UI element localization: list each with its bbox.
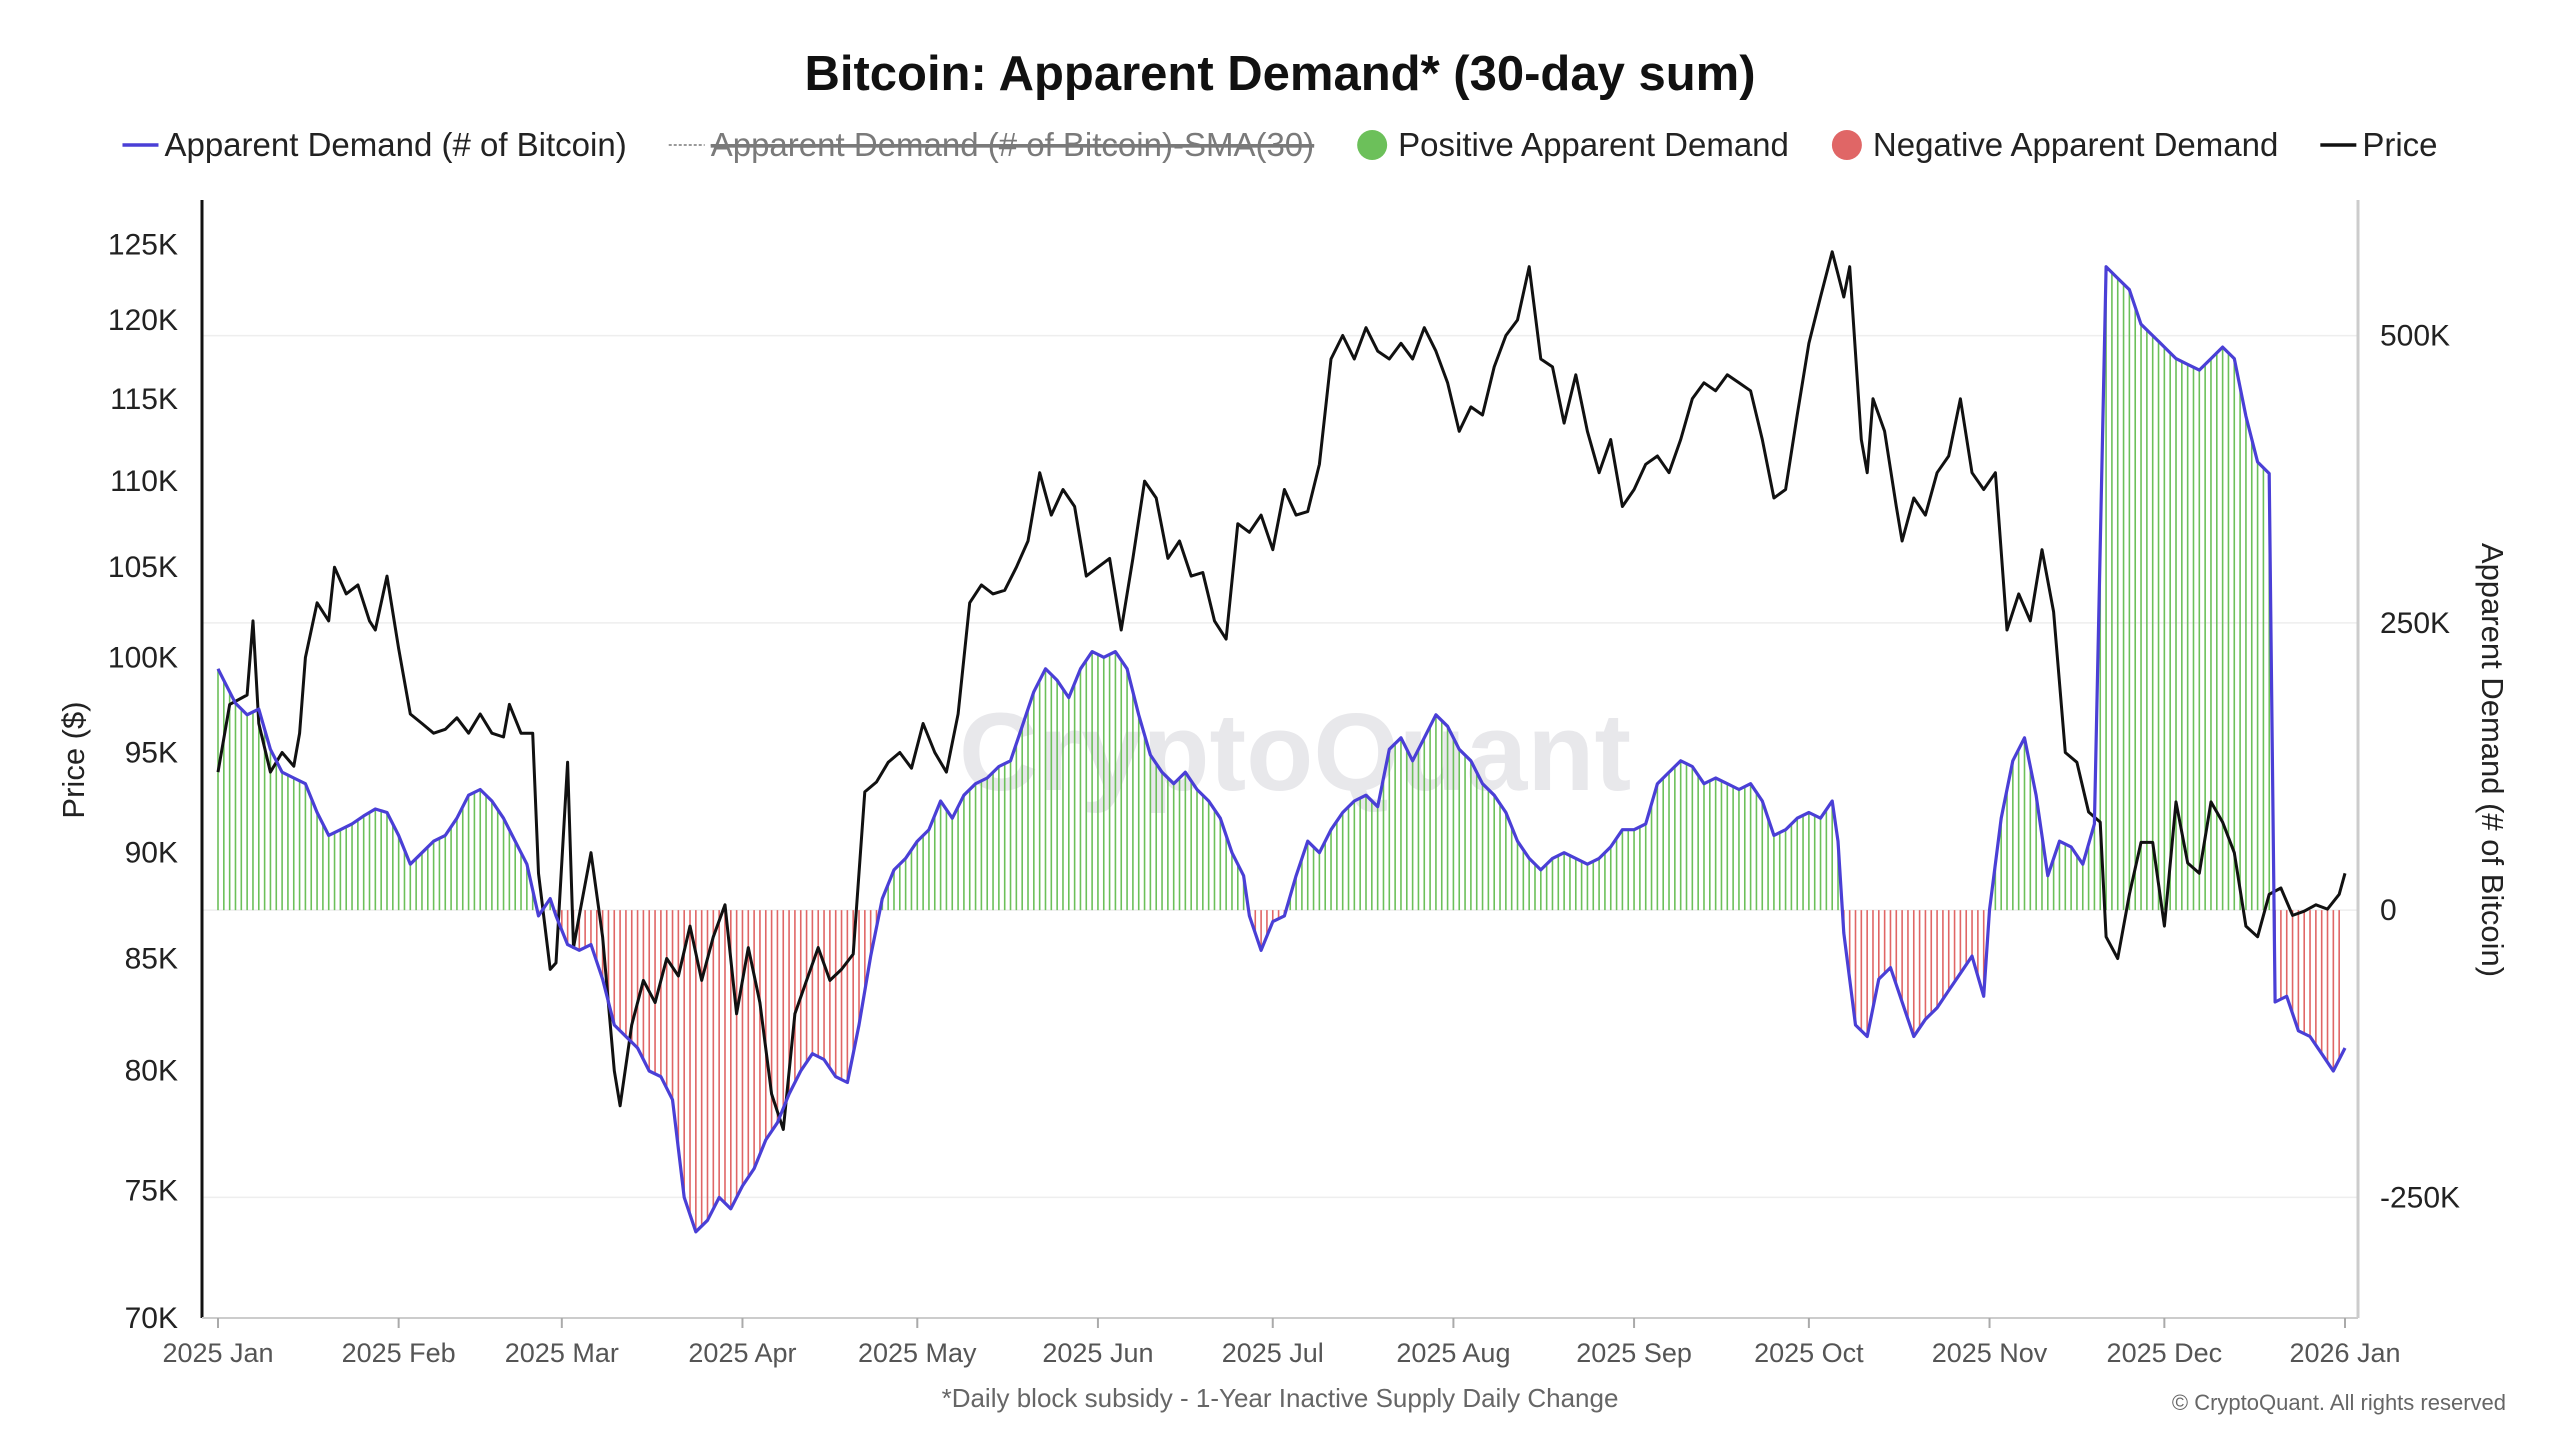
x-tick-label: 2025 May <box>858 1338 977 1368</box>
y-left-tick-label: 90K <box>125 837 178 870</box>
copyright: © CryptoQuant. All rights reserved <box>2172 1390 2506 1415</box>
x-tick-label: 2025 Jul <box>1222 1338 1324 1368</box>
legend-label: Apparent Demand (# of Bitcoin) <box>164 126 626 163</box>
demand-bars <box>217 266 2340 1232</box>
legend-label: Positive Apparent Demand <box>1398 126 1789 163</box>
chart-title: Bitcoin: Apparent Demand* (30-day sum) <box>804 47 1755 101</box>
y-left-tick-label: 125K <box>108 228 178 261</box>
x-tick-label: 2025 Dec <box>2107 1338 2223 1368</box>
x-tick-label: 2025 Nov <box>1932 1338 2048 1368</box>
legend-item[interactable]: Apparent Demand (# of Bitcoin)-SMA(30) <box>668 126 1315 163</box>
y-right-tick-label: -250K <box>2380 1181 2460 1214</box>
y-left-tick-label: 115K <box>110 383 178 416</box>
x-tick-label: 2025 Sep <box>1576 1338 1692 1368</box>
y-left-tick-label: 110K <box>110 465 178 498</box>
y-left-tick-label: 80K <box>125 1055 178 1088</box>
y-right-tick-label: 250K <box>2380 607 2450 640</box>
x-tick-label: 2025 Aug <box>1396 1338 1510 1368</box>
y-left-tick-label: 75K <box>125 1174 178 1207</box>
x-tick-label: 2025 Mar <box>505 1338 619 1368</box>
y-left-tick-label: 100K <box>108 642 178 675</box>
x-tick-label: 2025 Jan <box>162 1338 273 1368</box>
y-right-tick-label: 500K <box>2380 320 2450 353</box>
y-left-tick-label: 85K <box>125 942 178 975</box>
legend-dot-icon <box>1831 130 1862 160</box>
x-tick-label: 2025 Feb <box>342 1338 456 1368</box>
y-left-tick-label: 95K <box>125 737 178 770</box>
y-left-axis-label: Price ($) <box>56 701 91 818</box>
apparent-demand-line <box>216 265 2347 1234</box>
series-lines <box>216 250 2347 1234</box>
footnote: *Daily block subsidy - 1-Year Inactive S… <box>942 1383 1619 1413</box>
legend-item[interactable]: Price <box>2320 126 2438 163</box>
watermark-text: CryptoQuant <box>959 691 1631 814</box>
y-right-tick-label: 0 <box>2380 894 2397 927</box>
legend-item[interactable]: Positive Apparent Demand <box>1357 126 1789 163</box>
legend-label: Negative Apparent Demand <box>1873 126 2278 163</box>
x-tick-label: 2025 Apr <box>688 1338 796 1368</box>
y-right-axis-label: Apparent Demand (# of Bitcoin) <box>2475 543 2510 977</box>
legend-label: Price <box>2362 126 2437 163</box>
legend-dot-icon <box>1357 130 1388 160</box>
y-left-tick-label: 105K <box>108 551 178 584</box>
y-left-tick-label: 120K <box>108 304 178 337</box>
y-left-tick-label: 70K <box>125 1302 178 1335</box>
x-tick-label: 2026 Jan <box>2289 1338 2400 1368</box>
tick-labels: 70K 75K 80K 85K 90K 95K 100K 105K 110K 115K 120K 12… <box>108 228 2460 1368</box>
price-line <box>216 250 2347 1131</box>
legend-item[interactable]: Negative Apparent Demand <box>1831 126 2278 163</box>
x-tick-label: 2025 Jun <box>1042 1338 1153 1368</box>
chart-legend: Apparent Demand (# of Bitcoin) Apparent D… <box>122 126 2438 163</box>
x-tick-label: 2025 Oct <box>1754 1338 1864 1368</box>
legend-item[interactable]: Apparent Demand (# of Bitcoin) <box>122 126 627 163</box>
